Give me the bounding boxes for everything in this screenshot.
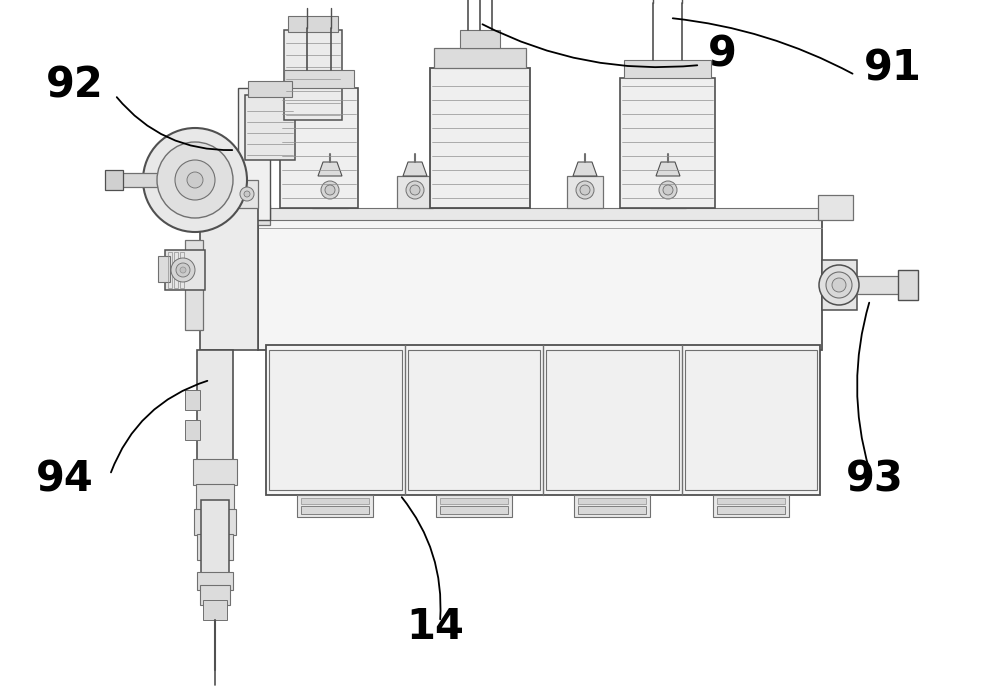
Bar xyxy=(280,88,358,208)
Bar xyxy=(822,260,857,310)
Circle shape xyxy=(826,272,852,298)
Bar xyxy=(185,420,200,440)
Bar xyxy=(200,208,258,350)
Bar xyxy=(684,350,817,490)
Circle shape xyxy=(659,181,677,199)
Circle shape xyxy=(157,142,233,218)
Bar xyxy=(434,48,526,68)
Bar xyxy=(284,70,354,88)
Bar xyxy=(165,250,205,290)
Bar xyxy=(174,252,178,288)
Bar xyxy=(258,220,822,350)
Bar xyxy=(898,270,918,300)
Bar xyxy=(297,495,373,517)
Bar xyxy=(194,509,236,535)
Bar xyxy=(578,506,646,514)
Bar xyxy=(245,95,295,160)
Circle shape xyxy=(410,185,420,195)
Bar xyxy=(284,30,342,120)
Bar xyxy=(301,506,369,514)
Bar xyxy=(266,345,820,495)
Circle shape xyxy=(576,181,594,199)
Bar xyxy=(430,68,530,208)
Bar xyxy=(236,180,258,208)
Circle shape xyxy=(180,267,186,273)
Bar xyxy=(185,240,203,330)
Bar xyxy=(301,498,369,504)
Bar xyxy=(197,350,233,470)
Circle shape xyxy=(406,181,424,199)
Bar xyxy=(440,498,508,504)
Polygon shape xyxy=(318,162,342,176)
Circle shape xyxy=(819,265,859,305)
Text: 93: 93 xyxy=(846,459,904,501)
Circle shape xyxy=(832,278,846,292)
Circle shape xyxy=(143,128,247,232)
Bar xyxy=(567,176,603,208)
Bar xyxy=(436,495,512,517)
Bar xyxy=(546,350,678,490)
Bar xyxy=(857,276,902,294)
Bar xyxy=(200,585,230,605)
Bar xyxy=(578,498,646,504)
Bar xyxy=(105,170,123,190)
Text: 9: 9 xyxy=(708,33,736,75)
Bar xyxy=(238,205,270,225)
Bar xyxy=(574,495,650,517)
Bar xyxy=(312,176,348,208)
Bar xyxy=(203,600,227,620)
Bar xyxy=(238,88,270,220)
Circle shape xyxy=(321,181,339,199)
Bar xyxy=(118,173,158,187)
Polygon shape xyxy=(403,162,427,176)
Bar xyxy=(818,195,853,220)
Text: 94: 94 xyxy=(36,459,94,501)
Bar xyxy=(168,252,172,288)
Polygon shape xyxy=(656,162,680,176)
Circle shape xyxy=(187,172,203,188)
Bar xyxy=(258,208,822,220)
Bar xyxy=(408,350,540,490)
Bar xyxy=(158,256,170,282)
Bar xyxy=(624,60,711,78)
Bar xyxy=(288,16,338,32)
Circle shape xyxy=(176,263,190,277)
Bar xyxy=(193,459,237,485)
Bar xyxy=(620,78,715,208)
Circle shape xyxy=(171,258,195,282)
Bar xyxy=(717,506,785,514)
Bar xyxy=(201,500,229,580)
Bar xyxy=(185,390,200,410)
Bar xyxy=(197,572,233,590)
Bar xyxy=(460,30,500,48)
Bar xyxy=(717,498,785,504)
Circle shape xyxy=(325,185,335,195)
Circle shape xyxy=(580,185,590,195)
Bar xyxy=(713,495,789,517)
Bar xyxy=(440,506,508,514)
Polygon shape xyxy=(573,162,597,176)
Bar xyxy=(650,176,686,208)
Bar xyxy=(397,176,433,208)
Text: 14: 14 xyxy=(406,606,464,648)
Circle shape xyxy=(240,187,254,201)
Bar xyxy=(248,81,292,97)
Circle shape xyxy=(663,185,673,195)
Bar xyxy=(180,252,184,288)
Text: 91: 91 xyxy=(864,47,922,89)
Bar xyxy=(197,534,233,560)
Bar xyxy=(269,350,402,490)
Text: 92: 92 xyxy=(46,64,104,106)
Circle shape xyxy=(175,160,215,200)
Bar xyxy=(196,484,234,510)
Circle shape xyxy=(244,191,250,197)
